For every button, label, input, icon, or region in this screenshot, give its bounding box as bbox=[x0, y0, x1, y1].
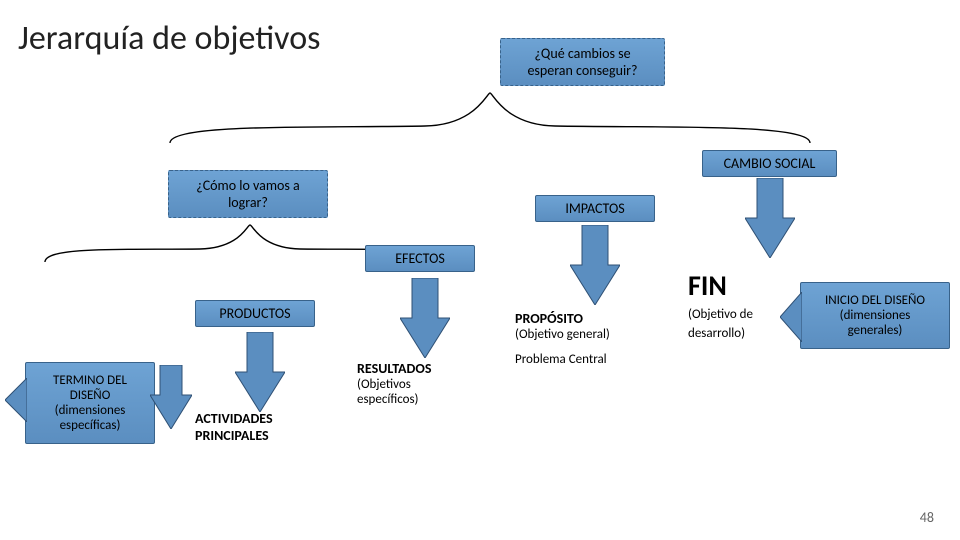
page-number: 48 bbox=[920, 509, 934, 526]
down-arrow-5 bbox=[150, 365, 192, 429]
box-productos: PRODUCTOS bbox=[195, 300, 315, 327]
text-line: (dimensiones bbox=[813, 308, 937, 323]
label-resultados: RESULTADOS (Objetivos específicos) bbox=[357, 360, 467, 407]
label-fin: FIN (Objetivo de desarrollo) bbox=[688, 268, 798, 341]
text-line: CAMBIO SOCIAL bbox=[724, 155, 816, 172]
text-line: EFECTOS bbox=[395, 250, 445, 267]
text-line: generales) bbox=[813, 323, 937, 338]
box-efectos: EFECTOS bbox=[365, 245, 475, 272]
brace-top bbox=[165, 88, 815, 146]
down-arrow-1 bbox=[745, 178, 795, 258]
text-line: (Objetivos bbox=[357, 377, 467, 392]
left-arrow-icon bbox=[5, 378, 27, 422]
label-proposito: PROPÓSITO (Objetivo general) Problema Ce… bbox=[515, 310, 655, 367]
box-como-lograr: ¿Cómo lo vamos a lograr? bbox=[168, 170, 328, 218]
slide-title: Jerarquía de objetivos bbox=[18, 18, 320, 59]
text-line: PROPÓSITO bbox=[515, 310, 655, 327]
text-line: RESULTADOS bbox=[357, 360, 467, 377]
text-line: IMPACTOS bbox=[565, 200, 624, 217]
label-actividades: ACTIVIDADES PRINCIPALES bbox=[195, 410, 305, 444]
text-line: lograr? bbox=[179, 194, 317, 211]
text-line: específicas) bbox=[38, 418, 142, 433]
text-line: (Objetivo general) bbox=[515, 327, 655, 342]
text-line: FIN bbox=[688, 268, 798, 303]
slide: Jerarquía de objetivos 48 ¿Qué cambios s… bbox=[0, 0, 960, 540]
text-line: ¿Qué cambios se bbox=[511, 45, 654, 62]
box-termino: TERMINO DEL DISEÑO (dimensiones específi… bbox=[25, 362, 155, 444]
text-line: ¿Cómo lo vamos a bbox=[179, 177, 317, 194]
text-line: INICIO DEL DISEÑO bbox=[813, 293, 937, 308]
down-arrow-3 bbox=[400, 278, 450, 358]
text-line: específicos) bbox=[357, 392, 467, 407]
text-line: (Objetivo de bbox=[688, 307, 798, 322]
text-line: esperan conseguir? bbox=[511, 62, 654, 79]
text-line: PRODUCTOS bbox=[219, 305, 290, 322]
text-line: desarrollo) bbox=[688, 326, 798, 341]
text-line: (dimensiones bbox=[38, 403, 142, 418]
down-arrow-2 bbox=[570, 225, 620, 305]
box-cambio-social: CAMBIO SOCIAL bbox=[702, 150, 837, 177]
text-line: TERMINO DEL bbox=[38, 373, 142, 388]
box-que-cambios: ¿Qué cambios se esperan conseguir? bbox=[500, 38, 665, 86]
text-line: DISEÑO bbox=[38, 388, 142, 403]
box-impactos: IMPACTOS bbox=[535, 195, 655, 222]
text-line: ACTIVIDADES bbox=[195, 410, 305, 427]
down-arrow-4 bbox=[235, 332, 285, 412]
box-inicio: INICIO DEL DISEÑO (dimensiones generales… bbox=[800, 282, 950, 349]
text-line: Problema Central bbox=[515, 352, 655, 367]
text-line: PRINCIPALES bbox=[195, 427, 305, 444]
